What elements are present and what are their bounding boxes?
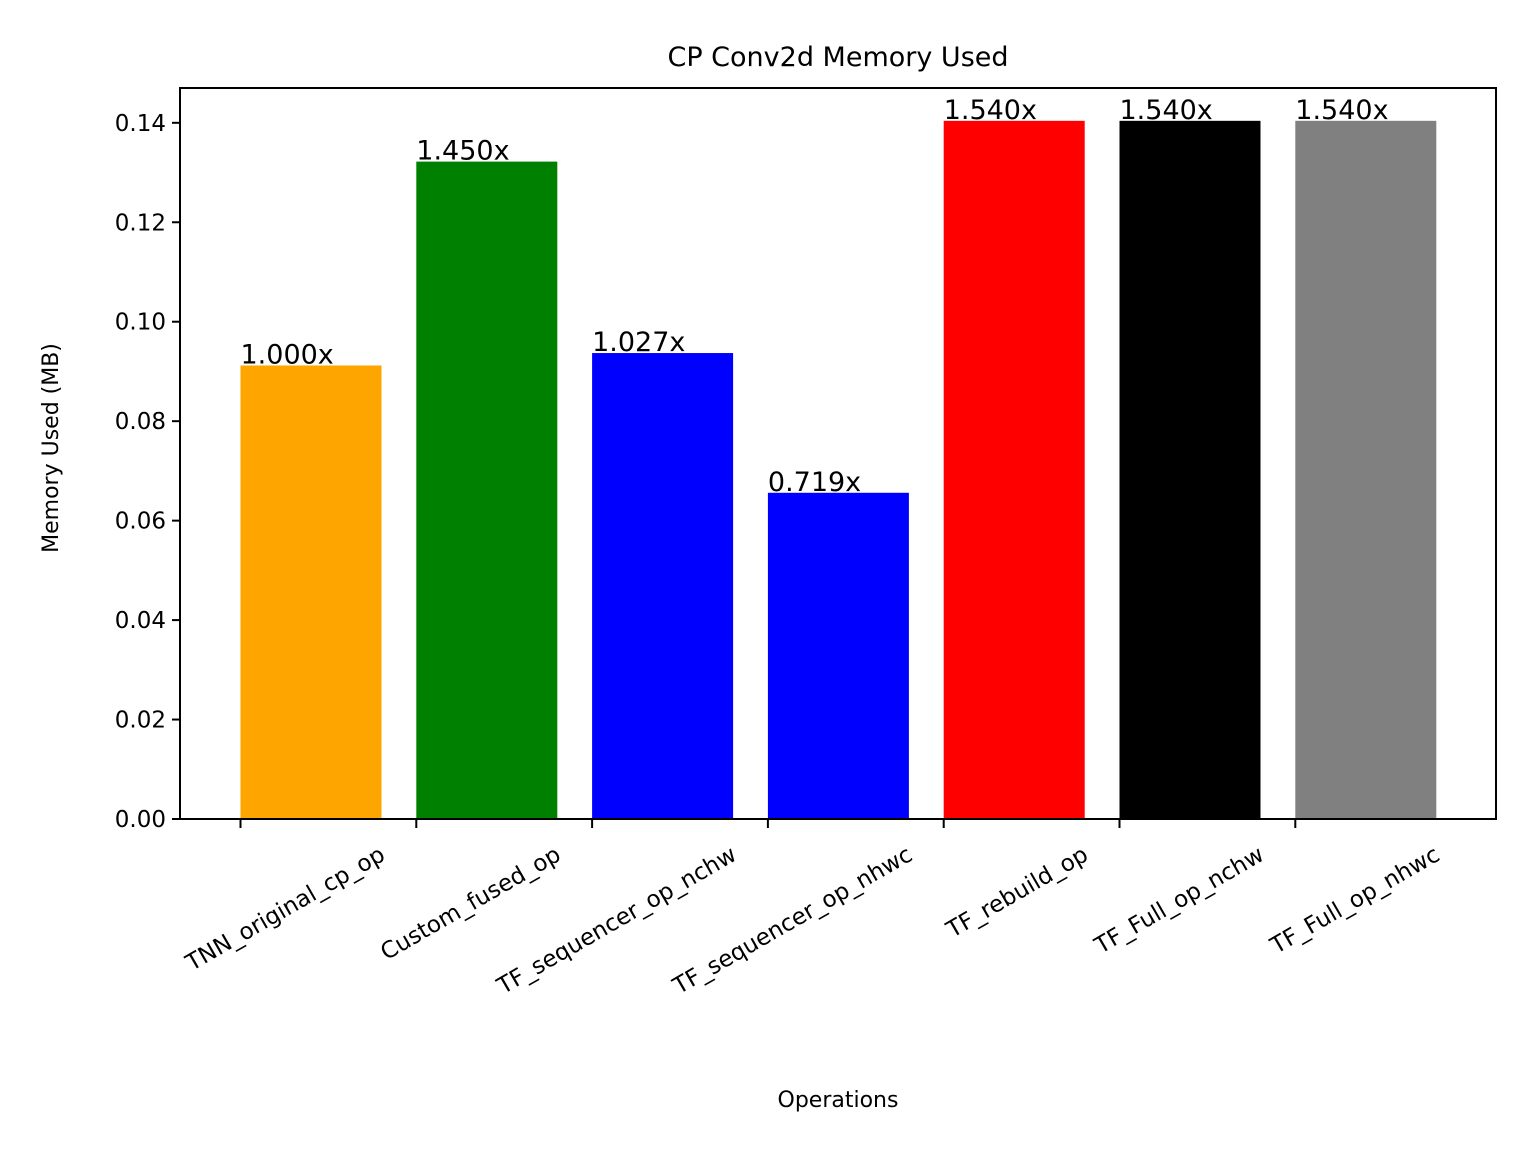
bar [1295, 120, 1437, 819]
y-axis-label: Memory Used (MB) [39, 343, 64, 553]
bar-value-label: 1.540x [1295, 95, 1388, 126]
bar-value-label: 1.540x [1120, 95, 1213, 126]
plot-frame [179, 87, 1497, 820]
x-axis-label: Operations [778, 1088, 899, 1113]
x-tick-label: TF_rebuild_op [941, 842, 1092, 944]
plot-area: 1.000x 1.450x 1.027x 0.719x 1.540x 1.540x 1.54… [115, 87, 1497, 1000]
y-tick-label: 0.04 [115, 608, 166, 634]
x-tick-label: TF_Full_op_nhwc [1266, 842, 1445, 960]
bar-value-label: 0.719x [768, 467, 861, 498]
y-tick-label: 0.12 [115, 210, 166, 236]
x-tick-label: TF_Full_op_nchw [1090, 842, 1269, 960]
chart-title: CP Conv2d Memory Used [667, 42, 1008, 73]
bar-value-label: 1.540x [944, 95, 1037, 126]
bar [416, 161, 558, 819]
bar [1119, 120, 1261, 819]
y-tick-label: 0.00 [115, 807, 166, 833]
y-tick-label: 0.06 [115, 509, 166, 535]
x-tick-label: Custom_fused_op [376, 842, 565, 966]
y-tick-label: 0.10 [115, 310, 166, 336]
y-tick-label: 0.14 [115, 111, 166, 137]
bar [240, 365, 382, 819]
bar [592, 353, 734, 819]
y-tick-label: 0.02 [115, 708, 166, 734]
bar-value-label: 1.450x [416, 136, 509, 167]
y-tick-label: 0.08 [115, 409, 166, 435]
bar [767, 492, 909, 819]
bar-value-label: 1.027x [592, 327, 685, 358]
bar [943, 120, 1085, 819]
x-tick-label: TNN_original_cp_op [181, 842, 390, 977]
bar-value-label: 1.000x [241, 339, 334, 370]
